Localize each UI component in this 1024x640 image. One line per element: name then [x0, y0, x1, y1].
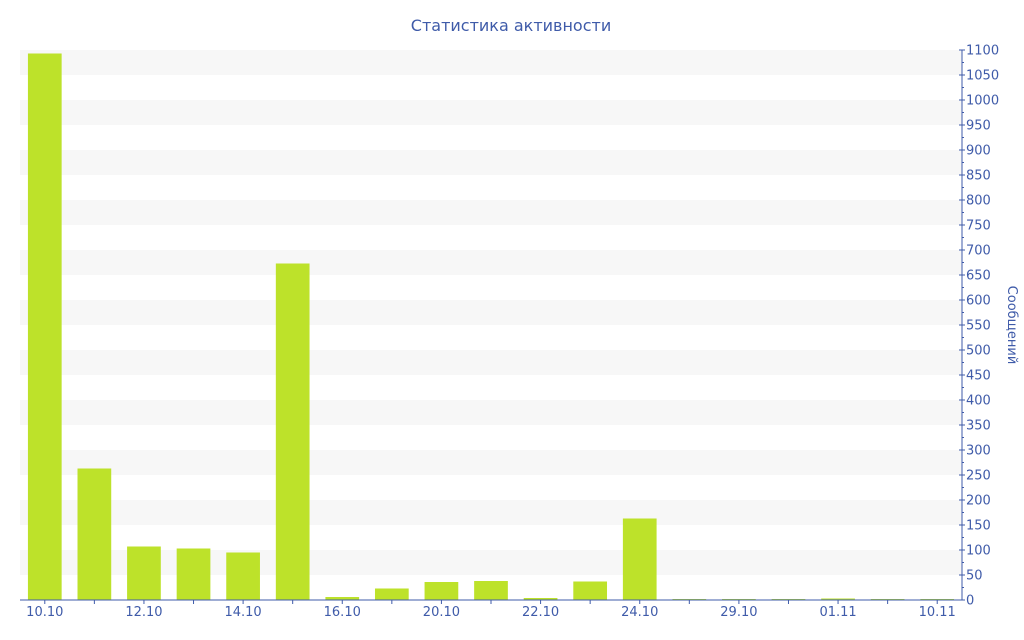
bar-12.10: [127, 546, 161, 600]
grid-bands: [20, 50, 962, 575]
bar-20.10: [424, 582, 459, 600]
y-tick-label: 500: [966, 344, 991, 359]
y-axis: 0 50 100 150 200 250 300 350 400 450 500 550 600 650 7…: [959, 44, 999, 609]
y-tick-label: 1050: [966, 69, 999, 84]
y-tick-label: 300: [966, 444, 991, 459]
grid-band: [20, 500, 962, 525]
bar-series: [27, 53, 955, 600]
y-tick-label: 100: [966, 544, 991, 559]
y-tick-label: 900: [966, 144, 991, 159]
y-tick-label: 800: [966, 194, 991, 209]
y-tick-label: 1100: [966, 44, 999, 59]
y-tick-label: 700: [966, 244, 991, 259]
grid-band: [20, 200, 962, 225]
grid-band: [20, 450, 962, 475]
y-tick-label: 0: [966, 594, 974, 609]
y-axis-label: Сообщений: [1004, 286, 1019, 365]
y-tick-label: 850: [966, 169, 991, 184]
y-tick-label: 350: [966, 419, 991, 434]
bar-14.10: [226, 552, 260, 600]
x-axis: 10.10 12.10 14.10 16.10 20.10 22.10 24.10 29.10…: [20, 599, 962, 620]
x-tick-label: 22.10: [522, 605, 559, 620]
grid-band: [20, 100, 962, 125]
grid-band: [20, 150, 962, 175]
x-tick-label: 20.10: [423, 605, 460, 620]
y-tick-label: 250: [966, 469, 991, 484]
y-tick-label: 150: [966, 519, 991, 534]
grid-band: [20, 350, 962, 375]
bar-17.10: [374, 588, 409, 600]
bar-16.10: [325, 597, 360, 600]
grid-band: [20, 550, 962, 575]
bar-21.10: [474, 581, 508, 600]
x-tick-label: 24.10: [621, 605, 658, 620]
bar-11.10: [77, 468, 112, 600]
x-tick-label: 29.10: [720, 605, 757, 620]
x-tick-label: 01.11: [819, 605, 856, 620]
grid-band: [20, 250, 962, 275]
bar-01.11: [821, 598, 855, 600]
y-tick-label: 650: [966, 269, 991, 284]
y-tick-label: 50: [966, 569, 983, 584]
x-tick-label: 14.10: [224, 605, 261, 620]
bar-22.10: [523, 598, 558, 600]
bar-13.10: [176, 548, 211, 600]
x-tick-label: 10.10: [26, 605, 63, 620]
bar-24.10: [622, 518, 657, 600]
bar-10.10: [27, 53, 62, 600]
y-tick-label: 200: [966, 494, 991, 509]
x-tick-label: 12.10: [125, 605, 162, 620]
y-tick-label: 600: [966, 294, 991, 309]
bar-23.10: [573, 581, 608, 600]
y-tick-label: 950: [966, 119, 991, 134]
grid-band: [20, 400, 962, 425]
grid-band: [20, 50, 962, 75]
grid-band: [20, 300, 962, 325]
chart-title: Статистика активности: [411, 16, 611, 35]
y-tick-label: 450: [966, 369, 991, 384]
x-tick-label: 10.11: [919, 605, 956, 620]
y-tick-label: 400: [966, 394, 991, 409]
x-tick-label: 16.10: [324, 605, 361, 620]
y-tick-label: 750: [966, 219, 991, 234]
y-tick-label: 550: [966, 319, 991, 334]
y-tick-label: 1000: [966, 94, 999, 109]
bar-15.10: [275, 263, 310, 600]
